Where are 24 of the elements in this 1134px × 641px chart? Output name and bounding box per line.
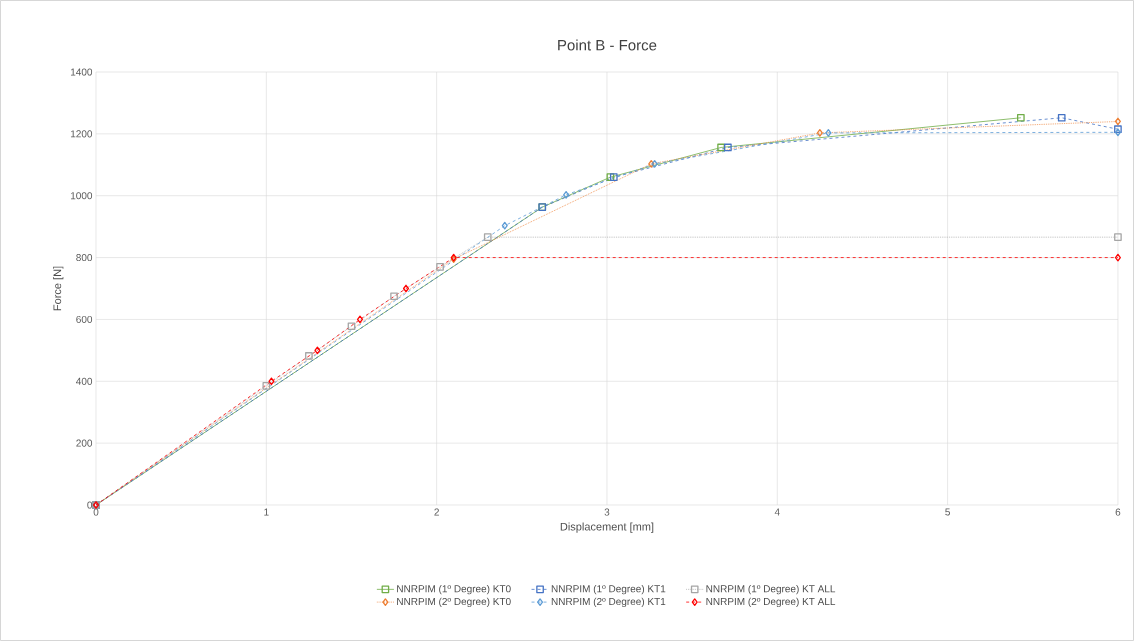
y-tick-label: 1000 — [71, 192, 93, 200]
y-tick-label: 0 — [87, 501, 93, 509]
legend-label: NNRPIM (2º Degree) KT0 — [397, 597, 511, 608]
x-tick-label: 3 — [604, 508, 610, 516]
y-tick-label: 200 — [76, 439, 93, 447]
y-tick-label: 1400 — [71, 68, 93, 76]
x-tick-label: 5 — [945, 508, 950, 516]
x-tick-label: 4 — [774, 508, 780, 516]
y-tick-label: 600 — [76, 315, 93, 323]
legend-label: NNRPIM (2º Degree) KT1 — [551, 597, 666, 608]
y-tick-label: 800 — [76, 254, 93, 262]
x-tick-label: 2 — [434, 508, 439, 516]
legend-label: NNRPIM (1º Degree) KT1 — [551, 584, 666, 595]
legend-label: NNRPIM (1º Degree) KT ALL — [706, 584, 836, 595]
x-axis-title: Displacement [mm] — [560, 522, 654, 533]
x-tick-label: 0 — [93, 508, 99, 516]
legend-label: NNRPIM (2º Degree) KT ALL — [706, 597, 836, 608]
x-tick-label: 6 — [1115, 508, 1121, 516]
y-tick-label: 1200 — [71, 130, 93, 138]
legend-label: NNRPIM (1º Degree) KT0 — [397, 584, 511, 595]
y-tick-label: 400 — [76, 377, 93, 385]
chart-title: Point B - Force — [558, 39, 657, 51]
x-tick-label: 1 — [264, 508, 269, 516]
y-axis-title: Force [N] — [53, 266, 64, 311]
